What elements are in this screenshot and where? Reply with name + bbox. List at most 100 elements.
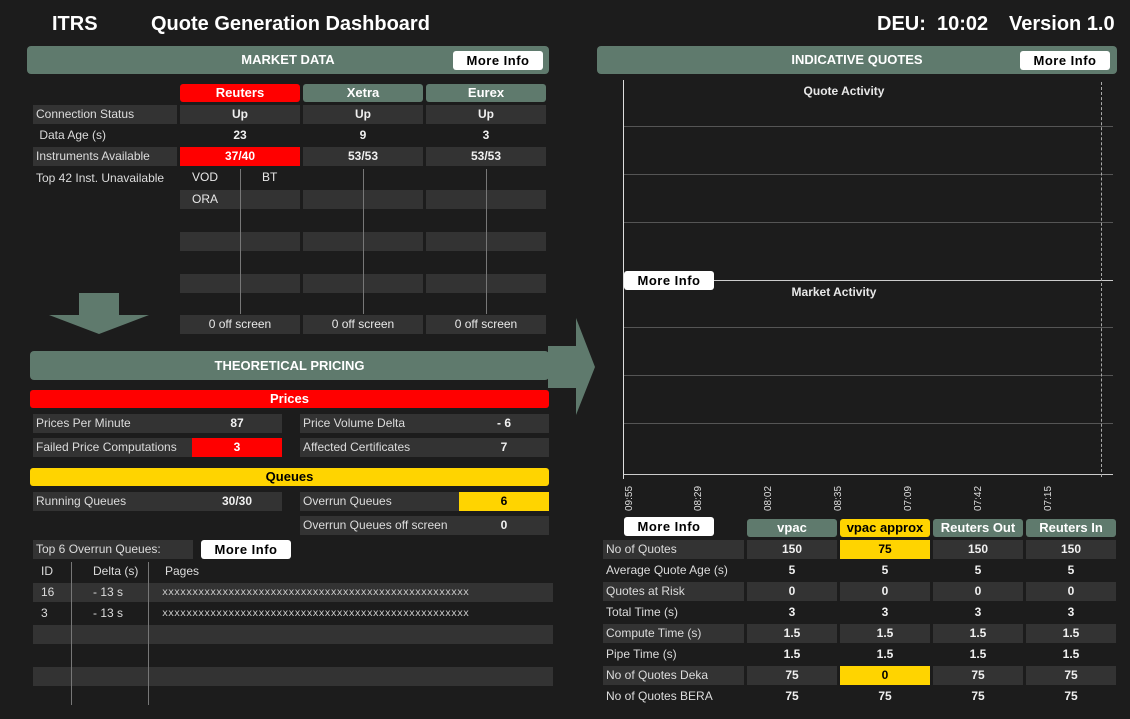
quote-cell: 3 [788,605,796,619]
table-header-id: ID [41,564,53,578]
row-pages: xxxxxxxxxxxxxxxxxxxxxxxxxxxxxxxxxxxxxxxx… [162,587,470,598]
quote-row-label: No of Quotes BERA [606,689,713,703]
quotes-table-more-info-button[interactable]: More Info [624,517,714,536]
quote-cell: 75 [785,689,799,703]
unavailable-instrument: BT [262,170,278,184]
chart-more-info-button[interactable]: More Info [624,271,714,290]
instruments-available-label: Instruments Available [33,147,177,166]
x-tick-label: 07:09 [903,485,914,511]
quote-cell: 75 [1026,666,1116,685]
row-id: 3 [41,606,48,620]
affected-certificates-row: Affected Certificates [300,438,549,457]
quote-row-label: Quotes at Risk [603,582,744,601]
market-data-more-info-button[interactable]: More Info [453,51,543,70]
column-divider [240,169,241,314]
reuters-connection-status: Up [180,105,300,124]
column-divider [148,562,149,705]
page-title: Quote Generation Dashboard [151,13,430,35]
price-volume-delta-value: - 6 [496,416,511,430]
source-eurex-header: Eurex [426,84,546,102]
running-queues-value: 30/30 [221,494,253,508]
grid-line [624,222,1113,223]
quote-cell: 5 [788,563,796,577]
overrun-more-info-button[interactable]: More Info [201,540,291,559]
quote-row-label: Total Time (s) [606,605,679,619]
grid-line [624,327,1113,328]
table-header-pages: Pages [165,564,200,578]
overrun-queues-label: Overrun Queues [303,494,392,508]
prices-per-minute-label: Prices Per Minute [36,416,131,430]
quote-cell: 150 [1026,540,1116,559]
grid-line [624,423,1113,424]
clock: 10:02 [937,13,989,35]
affected-certificates-value: 7 [500,440,508,454]
quote-cell: 1.5 [783,647,801,661]
x-tick-label: 07:15 [1043,485,1054,511]
quote-cell: 5 [974,563,982,577]
quote-cell: 75 [971,689,985,703]
unavailable-instrument: VOD [192,170,219,184]
chart-x-axis [624,474,1113,475]
row-delta: - 13 s [93,585,124,599]
xetra-data-age: 9 [359,128,367,142]
region-label: DEU: [877,13,926,35]
quote-cell: 1.5 [876,647,894,661]
x-tick-label: 09:55 [624,485,635,511]
quote-cell: 0 [747,582,837,601]
quote-cell: 3 [1067,605,1075,619]
quote-cell: 75 [878,689,892,703]
quote-cell: 75 [933,666,1023,685]
quote-cell: 5 [1067,563,1075,577]
x-tick-label: 08:02 [763,485,774,511]
column-divider [486,169,487,314]
eurex-connection-status: Up [426,105,546,124]
xetra-off-screen: 0 off screen [303,315,423,334]
theoretical-pricing-title: THEORETICAL PRICING [214,358,365,373]
x-tick-label: 08:29 [693,485,704,511]
quote-cell: 5 [881,563,889,577]
connection-status-label: Connection Status [33,105,177,124]
running-queues-row: Running Queues [33,492,282,511]
unavailable-instrument: ORA [192,192,219,206]
column-reuters-out-header: Reuters Out [933,519,1023,537]
quote-cell: 75 [1064,689,1078,703]
reuters-instruments-available: 37/40 [180,147,300,166]
column-vpac-approx-header: vpac approx [840,519,930,537]
xetra-connection-status: Up [303,105,423,124]
quote-cell: 1.5 [933,624,1023,643]
quote-cell: 1.5 [747,624,837,643]
quote-cell: 150 [933,540,1023,559]
prices-per-minute-row: Prices Per Minute [33,414,282,433]
flow-down-arrow-icon [49,293,149,334]
quote-row-label: No of Quotes [603,540,744,559]
queues-section-header: Queues [30,468,549,486]
quote-cell: 150 [747,540,837,559]
prices-per-minute-value: 87 [230,416,244,430]
brand-logo: ITRS [52,13,98,35]
quote-cell: 0 [933,582,1023,601]
indicative-quotes-more-info-button[interactable]: More Info [1020,51,1110,70]
quote-cell: 0 [1026,582,1116,601]
quote-row-label: No of Quotes Deka [603,666,744,685]
table-row [33,667,553,686]
quote-activity-title: Quote Activity [803,84,885,98]
quote-cell: 75 [747,666,837,685]
quote-row-label: Compute Time (s) [603,624,744,643]
overrun-queues-off-screen-row: Overrun Queues off screen [300,516,549,535]
column-vpac-header: vpac [747,519,837,537]
row-id: 16 [41,585,55,599]
grid-line [624,375,1113,376]
market-data-title: MARKET DATA [241,52,335,67]
grid-line [624,126,1113,127]
failed-price-computations-label: Failed Price Computations [36,440,177,454]
flow-right-arrow-icon [548,318,595,415]
top-overrun-queues-label: Top 6 Overrun Queues: [33,540,193,559]
eurex-instruments-available: 53/53 [426,147,546,166]
current-time-marker [1101,82,1102,477]
quote-cell: 1.5 [840,624,930,643]
price-volume-delta-label: Price Volume Delta [303,416,406,430]
quote-row-label: Pipe Time (s) [606,647,677,661]
xetra-instruments-available: 53/53 [303,147,423,166]
chart-separator [624,280,1113,281]
indicative-quotes-title: INDICATIVE QUOTES [791,52,923,67]
